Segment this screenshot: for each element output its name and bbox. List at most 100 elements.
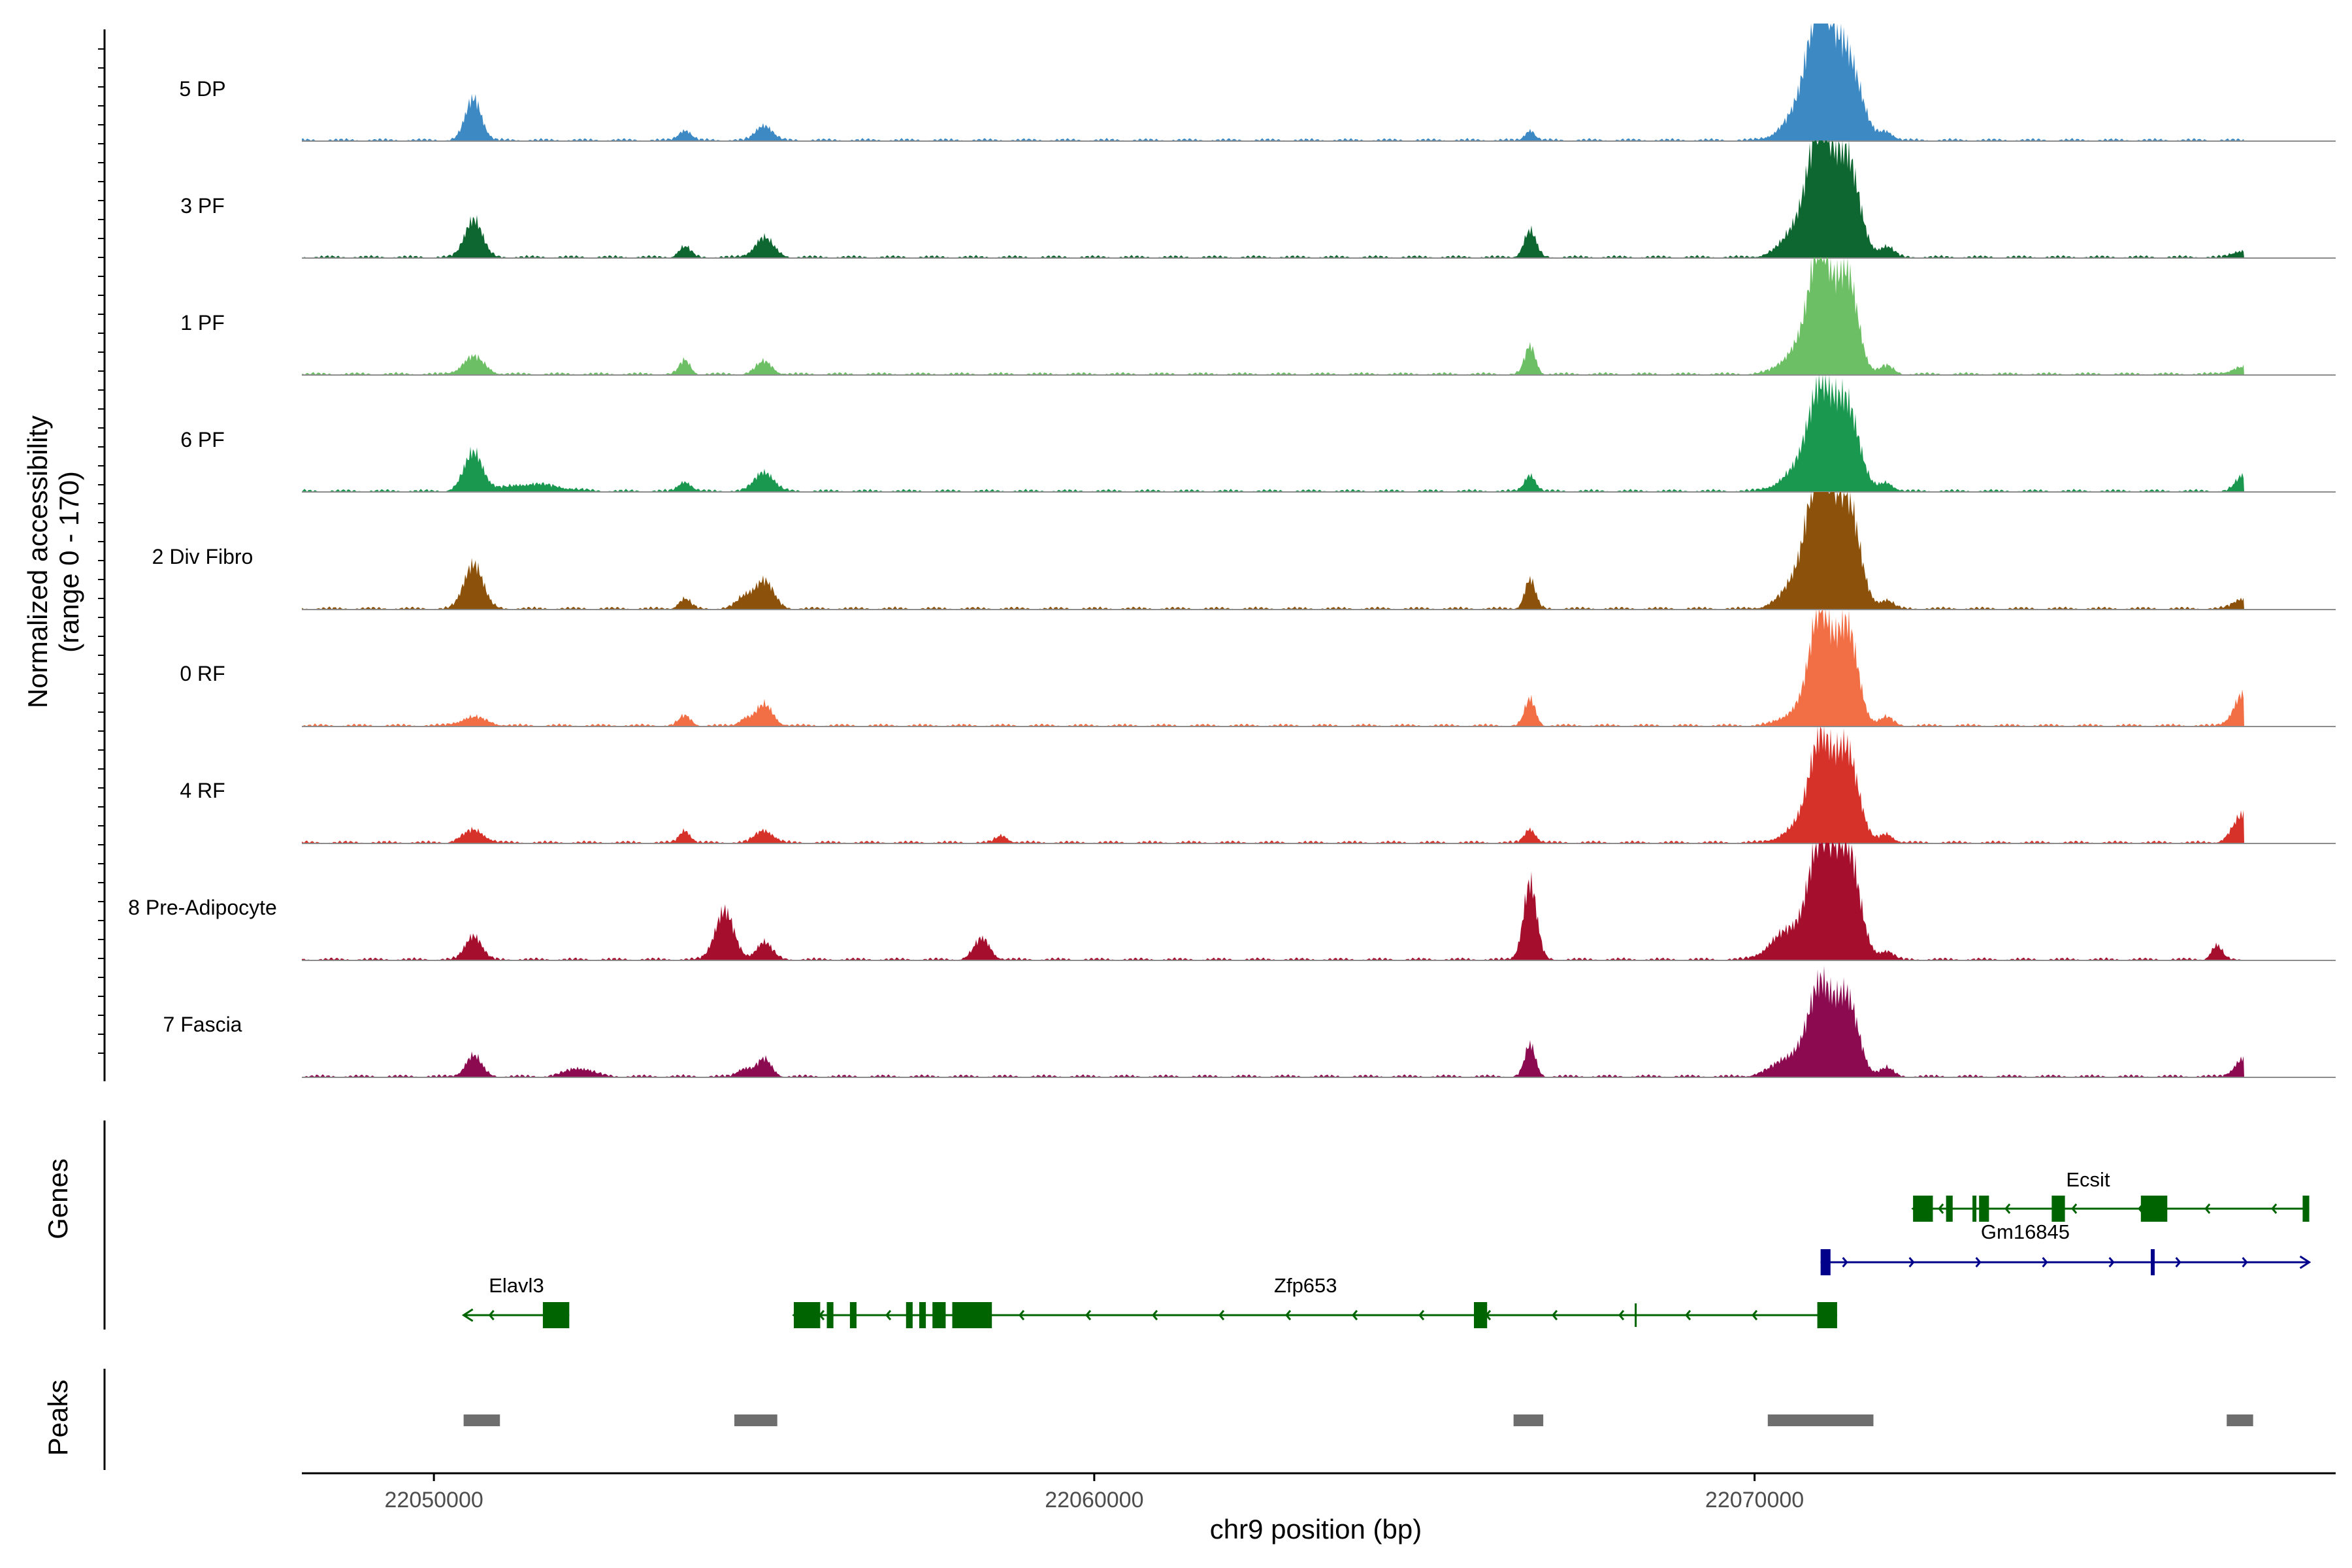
strand-arrow — [2004, 1203, 2011, 1214]
exon — [1972, 1196, 1977, 1222]
x-tick-label: 22060000 — [1045, 1488, 1143, 1512]
track-label: 3 PF — [180, 194, 225, 218]
exon — [1817, 1302, 1837, 1328]
strand-arrow — [1218, 1310, 1225, 1320]
strand-arrow — [1938, 1203, 1944, 1214]
track-label: 0 RF — [180, 662, 225, 685]
gene-label: Ecsit — [2066, 1168, 2110, 1191]
gene-elavl3: Elavl3 — [461, 1274, 570, 1328]
exon — [2051, 1196, 2065, 1222]
peak-region — [463, 1414, 500, 1426]
exon — [2140, 1196, 2168, 1222]
peak-region — [734, 1414, 777, 1426]
strand-arrow — [2042, 1257, 2048, 1267]
track-2-div-fibro: 2 Div Fibro — [152, 492, 2336, 610]
coverage-area — [302, 492, 2244, 610]
exon — [849, 1302, 857, 1328]
x-tick-label: 22070000 — [1705, 1488, 1804, 1512]
exon — [952, 1302, 992, 1328]
gene-label: Elavl3 — [489, 1274, 544, 1297]
exon — [2151, 1249, 2155, 1275]
track-4-rf: 4 RF — [180, 726, 2336, 844]
strand-arrow — [1552, 1310, 1558, 1320]
strand-arrow — [1618, 1310, 1625, 1320]
track-7-fascia: 7 Fascia — [163, 966, 2336, 1078]
strand-arrow — [2271, 1203, 2278, 1214]
peak-region — [1767, 1414, 1874, 1426]
strand-arrow — [1908, 1257, 1915, 1267]
exon — [1979, 1196, 1989, 1222]
track-label: 8 Pre-Adipocyte — [128, 896, 277, 919]
gene-label: Gm16845 — [1981, 1220, 2070, 1243]
coverage-area — [302, 24, 2244, 141]
track-label: 5 DP — [179, 77, 225, 101]
y-axis-title-line1: Normalized accessibility — [22, 416, 53, 708]
coverage-area — [302, 966, 2244, 1077]
coverage-area — [302, 843, 2244, 960]
exon — [1474, 1302, 1488, 1328]
exon — [1913, 1196, 1933, 1222]
exon — [1820, 1249, 1831, 1275]
strand-arrow — [1019, 1310, 1025, 1320]
strand-arrow — [1418, 1310, 1425, 1320]
coverage-area — [302, 374, 2244, 492]
track-6-pf: 6 PF — [180, 374, 2336, 493]
y-axis-ticks — [98, 29, 106, 1470]
track-3-pf: 3 PF — [180, 140, 2336, 259]
coverage-area — [302, 609, 2244, 727]
strand-arrow — [2108, 1257, 2115, 1267]
coverage-area — [302, 257, 2244, 375]
strand-arrow — [1752, 1310, 1758, 1320]
gene-ecsit: Ecsit — [1911, 1168, 2310, 1222]
track-label: 6 PF — [180, 428, 225, 451]
exon — [1946, 1196, 1953, 1222]
gene-annotations: Elavl3 Zfp653 Ecsit Gm16845 — [461, 1168, 2311, 1328]
strand-arrow — [488, 1310, 495, 1320]
peaks-panel-title: Peaks — [42, 1380, 73, 1456]
exon — [542, 1302, 570, 1328]
track-label: 7 Fascia — [163, 1013, 242, 1036]
strand-arrow — [885, 1310, 892, 1320]
strand-arrow — [2242, 1257, 2248, 1267]
exon — [906, 1302, 913, 1328]
gene-label: Zfp653 — [1274, 1274, 1337, 1297]
y-axis-title-line2: (range 0 - 170) — [54, 471, 84, 653]
exon — [919, 1302, 926, 1328]
exon — [2302, 1196, 2310, 1222]
exon — [932, 1302, 946, 1328]
strand-arrow — [1352, 1310, 1358, 1320]
track-label: 4 RF — [180, 779, 225, 802]
strand-arrow-end — [461, 1308, 474, 1322]
coverage-area — [302, 140, 2244, 258]
gene-gm16845: Gm16845 — [1820, 1220, 2311, 1275]
peak-region — [1513, 1414, 1544, 1426]
peak-region — [2227, 1414, 2253, 1426]
x-axis-title: chr9 position (bp) — [1210, 1514, 1422, 1544]
strand-arrow — [2071, 1203, 2078, 1214]
coverage-area — [302, 726, 2244, 843]
strand-arrow — [2204, 1203, 2211, 1214]
x-axis: 22050000 22060000 22070000 — [302, 1472, 2336, 1512]
strand-arrow — [1842, 1257, 1848, 1267]
gene-zfp653: Zfp653 — [792, 1274, 1837, 1328]
track-label: 1 PF — [180, 311, 225, 335]
strand-arrow — [1685, 1310, 1691, 1320]
coverage-tracks: 5 DP 3 PF 1 PF 6 PF 2 Div Fibro 0 RF 4 RF 8 Pre… — [128, 24, 2336, 1078]
track-label: 2 Div Fibro — [152, 545, 253, 568]
strand-arrow — [2175, 1257, 2181, 1267]
strand-arrow — [1285, 1310, 1292, 1320]
track-8-pre-adipocyte: 8 Pre-Adipocyte — [128, 843, 2336, 961]
strand-arrow — [1085, 1310, 1092, 1320]
exon — [793, 1302, 821, 1328]
peak-regions — [463, 1414, 2253, 1426]
track-0-rf: 0 RF — [180, 609, 2336, 727]
exon — [826, 1302, 834, 1328]
strand-arrow-end — [2299, 1255, 2311, 1269]
x-tick-label: 22050000 — [385, 1488, 483, 1512]
genes-panel-title: Genes — [42, 1158, 73, 1239]
track-1-pf: 1 PF — [180, 257, 2336, 376]
track-5-dp: 5 DP — [179, 24, 2336, 142]
strand-arrow — [1975, 1257, 1982, 1267]
strand-arrow — [1152, 1310, 1158, 1320]
